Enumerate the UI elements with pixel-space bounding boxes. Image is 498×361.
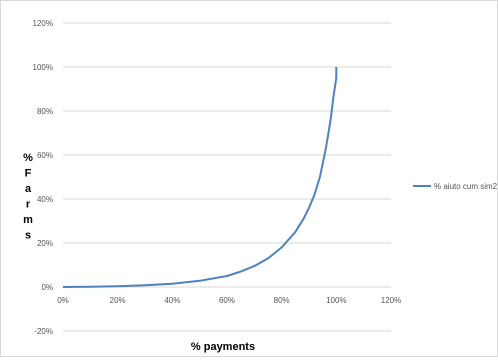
gridlines <box>63 22 391 332</box>
y-tick-label: 0% <box>41 283 53 292</box>
x-tick-label: 60% <box>219 296 235 305</box>
y-tick-label: -20% <box>34 327 53 336</box>
y-axis-title-letter: F <box>25 168 32 180</box>
y-tick-label: 40% <box>37 195 53 204</box>
y-tick-labels: -20% 0% 20% 40% 60% 80% 100% 120% <box>33 19 53 336</box>
x-tick-label: 40% <box>164 296 180 305</box>
x-tick-label: 80% <box>274 296 290 305</box>
y-tick-label: 120% <box>33 19 53 28</box>
legend-label: % aiuto cum sim2 <box>434 182 497 191</box>
series-line-0 <box>62 67 338 288</box>
x-tick-label: 20% <box>110 296 126 305</box>
x-axis-title: % payments <box>191 341 255 353</box>
y-axis-title-letter: s <box>25 230 31 242</box>
y-tick-label: 80% <box>37 107 53 116</box>
y-axis-title-letter: r <box>26 199 31 211</box>
y-axis-title-letter: a <box>25 183 32 195</box>
x-tick-label: 0% <box>57 296 69 305</box>
y-axis-title-letter: m <box>23 214 33 226</box>
legend: % aiuto cum sim2 <box>413 182 498 191</box>
x-tick-label: 100% <box>326 296 346 305</box>
y-tick-label: 60% <box>37 151 53 160</box>
y-tick-label: 20% <box>37 239 53 248</box>
line-chart: -20% 0% 20% 40% 60% 80% 100% 120% 0% 20% 40% 60% 80… <box>23 19 498 353</box>
series-lines <box>62 67 338 288</box>
x-tick-labels: 0% 20% 40% 60% 80% 100% 120% <box>57 296 401 305</box>
y-axis-title-letter: % <box>23 152 33 164</box>
x-tick-label: 120% <box>381 296 401 305</box>
y-tick-label: 100% <box>33 63 53 72</box>
